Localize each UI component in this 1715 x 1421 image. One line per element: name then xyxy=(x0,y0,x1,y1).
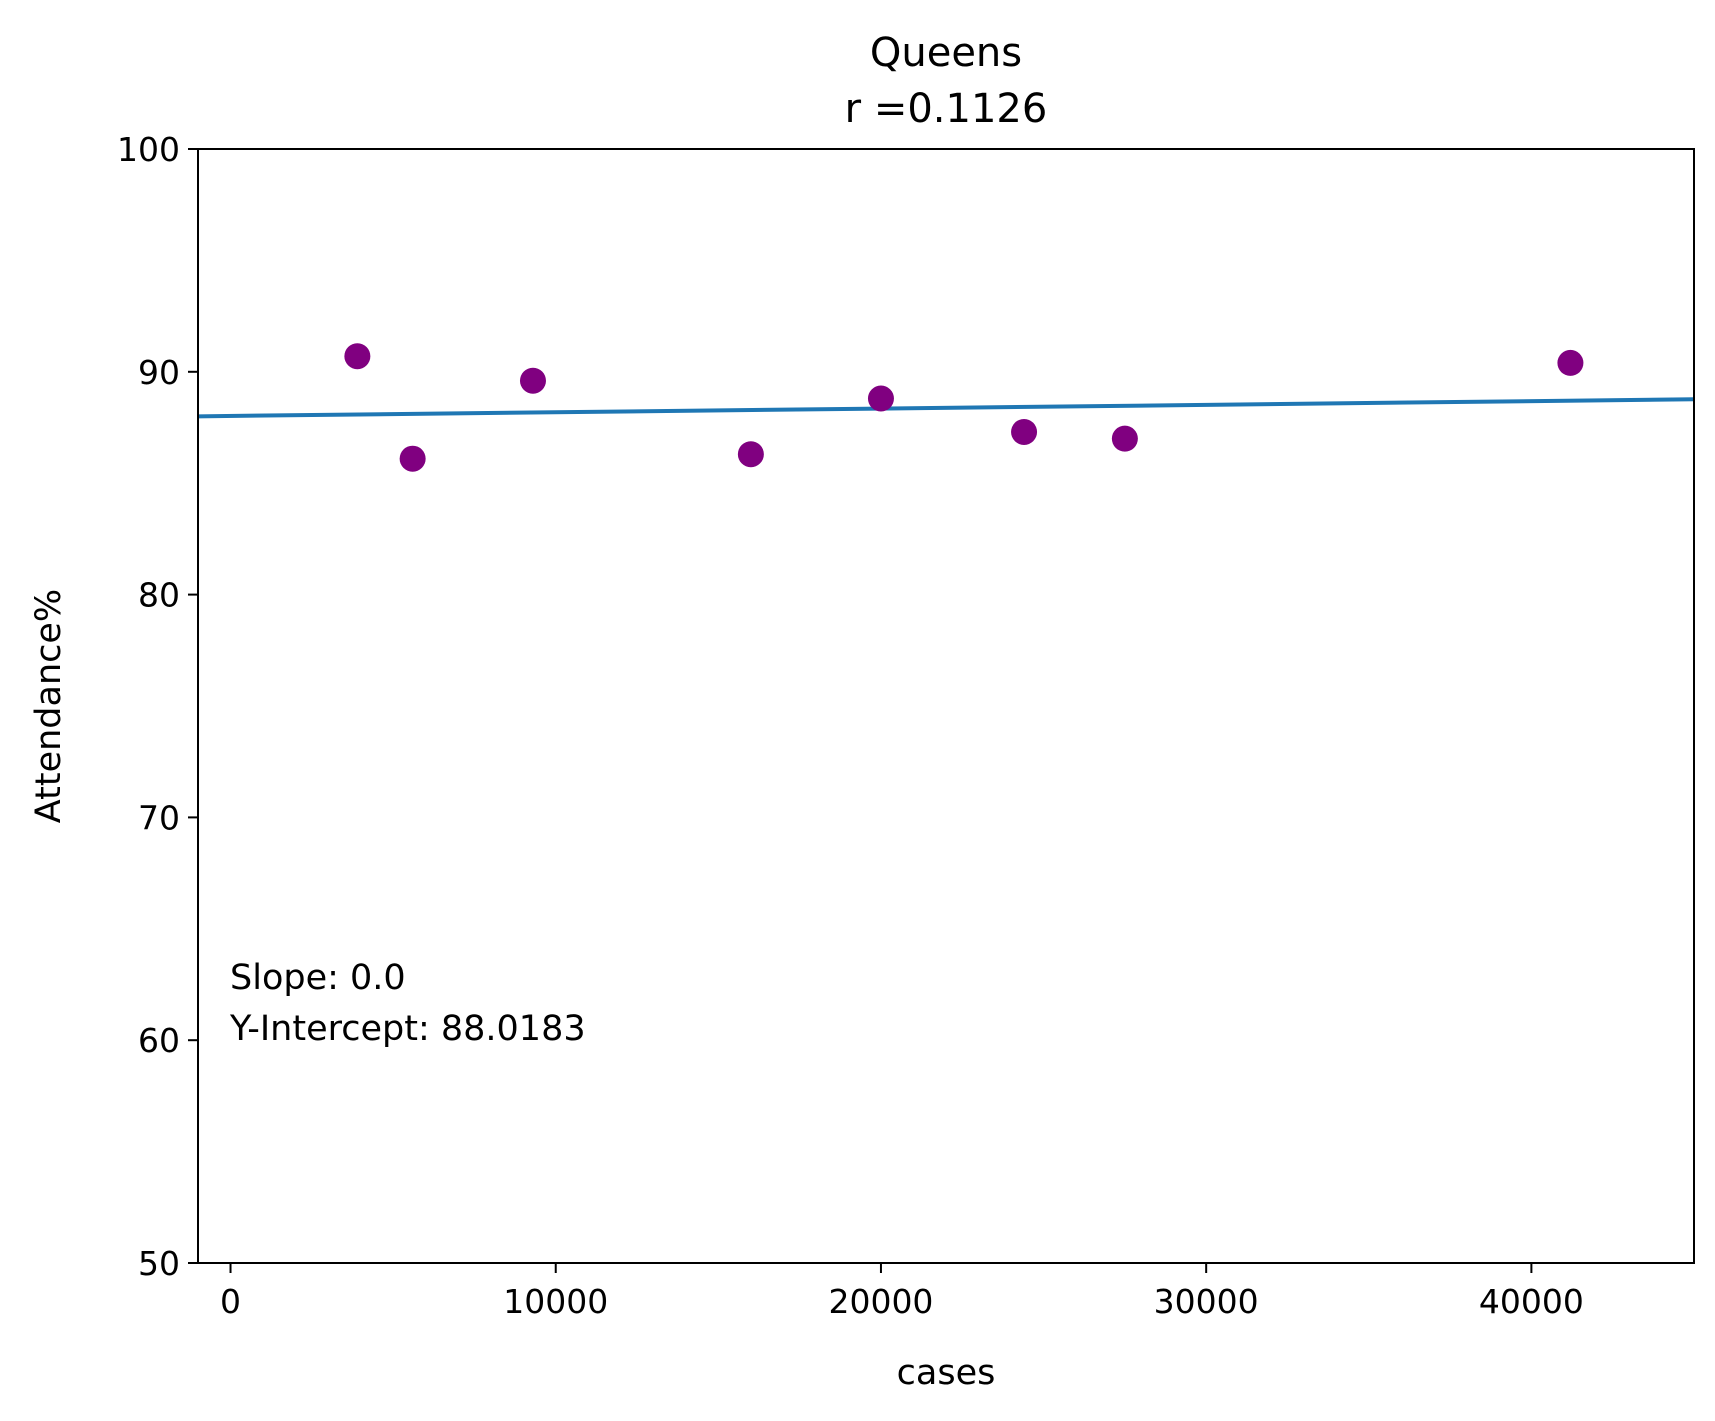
scatter-point xyxy=(1557,349,1584,376)
chart-subtitle: r =0.1126 xyxy=(845,86,1048,132)
y-tick-label: 80 xyxy=(138,576,180,615)
scatter-point xyxy=(1111,425,1138,452)
y-axis-label: Attendance% xyxy=(29,589,69,823)
plot-frame xyxy=(197,148,1695,1264)
x-tick-label: 40000 xyxy=(1479,1282,1584,1321)
y-tick-label: 90 xyxy=(138,353,180,392)
scatter-point xyxy=(737,441,764,468)
slope-annotation: Slope: 0.0 xyxy=(230,958,406,998)
scatter-point xyxy=(867,385,894,412)
x-tick-label: 0 xyxy=(220,1282,241,1321)
y-tick-label: 50 xyxy=(138,1244,180,1283)
y-tick-label: 60 xyxy=(138,1021,180,1060)
chart-title: Queens xyxy=(870,30,1022,76)
ticks-layer: 0 10000 20000 30000 40000 50 60 70 80 90 100 xyxy=(117,130,1584,1321)
x-tick-label: 20000 xyxy=(828,1282,933,1321)
scatter-point xyxy=(519,367,546,394)
scatter-point xyxy=(1011,418,1038,445)
y-tick-label: 100 xyxy=(117,130,180,169)
x-axis-label: cases xyxy=(897,1353,996,1393)
y-tick-label: 70 xyxy=(138,798,180,837)
x-tick-label: 10000 xyxy=(503,1282,608,1321)
scatter-point xyxy=(344,343,371,370)
data-layer xyxy=(197,343,1695,472)
regression-line xyxy=(197,397,1695,419)
scatter-point xyxy=(399,445,426,472)
intercept-annotation: Y-Intercept: 88.0183 xyxy=(229,1009,586,1049)
x-tick-label: 30000 xyxy=(1154,1282,1259,1321)
